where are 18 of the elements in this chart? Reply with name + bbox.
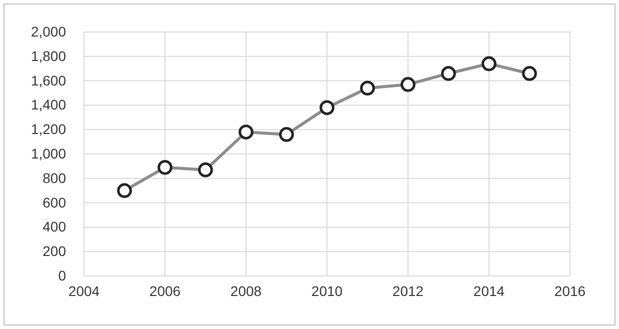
y-tick-label: 0 <box>58 267 66 284</box>
x-tick-label: 2004 <box>68 282 100 299</box>
x-tick-label: 2012 <box>392 282 424 299</box>
x-tick-label: 2016 <box>554 282 586 299</box>
x-tick-label: 2006 <box>149 282 181 299</box>
y-tick-label: 1,600 <box>30 72 66 88</box>
y-tick-label: 1,400 <box>30 96 66 113</box>
x-tick-label: 2008 <box>230 282 262 299</box>
y-tick-label: 800 <box>42 170 66 186</box>
y-tick-label: 400 <box>42 218 66 235</box>
y-tick-label: 200 <box>42 243 66 260</box>
y-tick-label: 1,000 <box>30 145 66 162</box>
y-tick-label: 1,800 <box>30 48 66 64</box>
y-tick-label: 1,200 <box>30 121 66 138</box>
x-tick-label: 2010 <box>311 282 343 299</box>
y-tick-label: 600 <box>42 194 66 210</box>
x-tick-label: 2014 <box>473 282 505 299</box>
y-tick-label: 2,000 <box>30 23 66 40</box>
